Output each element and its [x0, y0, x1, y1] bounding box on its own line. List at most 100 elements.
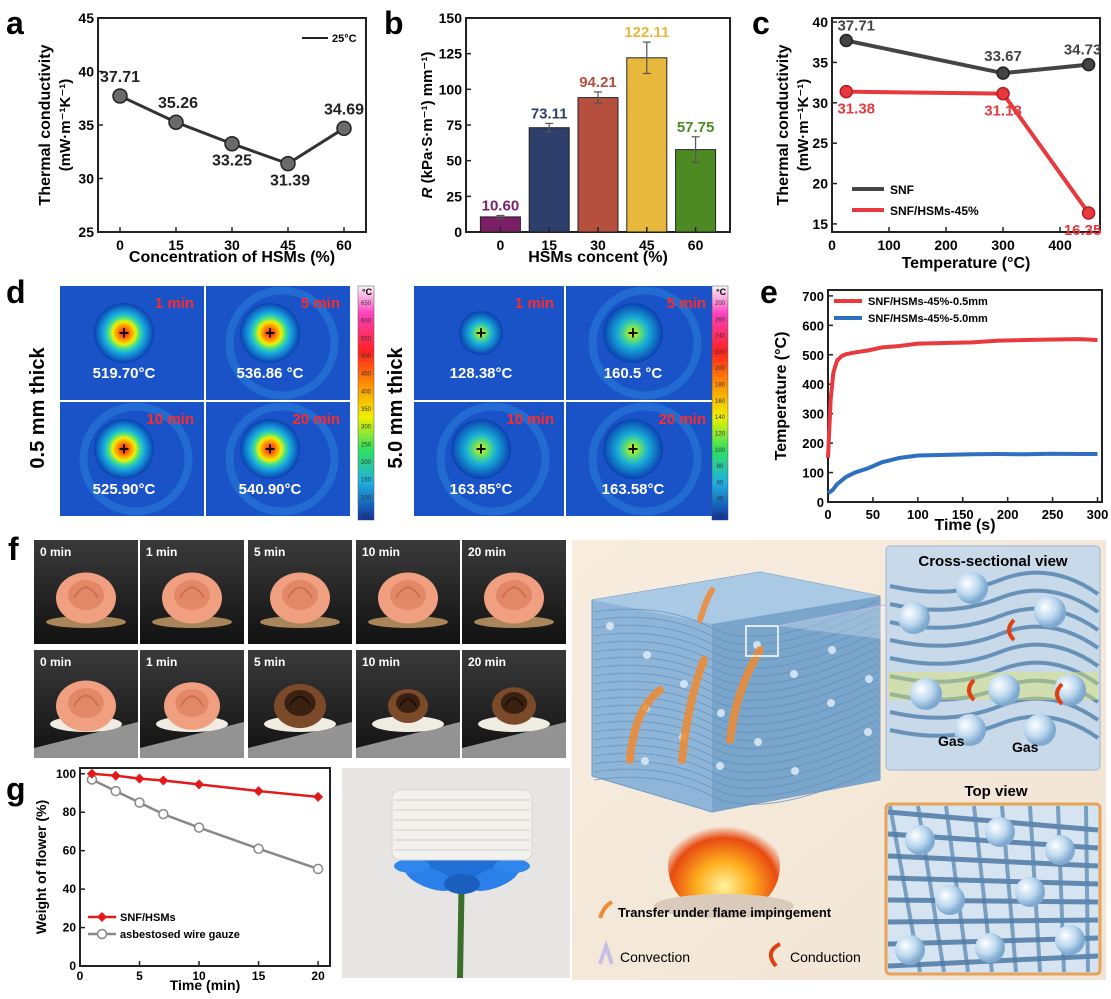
top-bubble — [905, 825, 935, 855]
top-fiber — [887, 875, 1099, 887]
rose-photo-time: 0 min — [40, 655, 71, 669]
chart-c-legend-hsm: SNF/HSMs-45% — [890, 204, 979, 218]
panel-i-fiber — [593, 679, 879, 717]
panel-d-left-unit: °C — [362, 287, 373, 297]
chart-b-value-label: 73.11 — [531, 105, 568, 122]
colorbar-left-label: 650 — [361, 301, 372, 307]
rose-photo-time: 0 min — [40, 545, 71, 559]
chart-c-ytick-label: 20 — [812, 176, 828, 192]
chart-c-point — [996, 66, 1010, 80]
panel-i-fiber — [593, 599, 879, 637]
rose-center — [500, 692, 528, 714]
chart-c: SNF SNF/HSMs-45% Temperature (°C) Therma… — [775, 14, 1101, 272]
thermal-hotspot — [94, 303, 154, 363]
chart-c-xtick-label: 200 — [934, 237, 958, 253]
thermal-time-label: 5 min — [301, 295, 340, 312]
chart-e-ytick-label: 0 — [817, 495, 824, 510]
chart-e-xlabel: Time (s) — [934, 517, 995, 534]
panel-i-legend-convection: Convection — [620, 949, 690, 965]
thermal-crosshair: + — [476, 439, 487, 459]
chart-a-ylabel-1: Thermal conductivity — [37, 44, 54, 205]
panel-i-flame — [668, 816, 780, 916]
chart-g-legend-red-marker — [97, 912, 107, 922]
chart-e-ytick-label: 300 — [802, 407, 824, 422]
chart-a-point — [168, 114, 184, 130]
rose-photo-bottom: 10 min — [356, 650, 460, 758]
cross-bubble — [988, 674, 1020, 706]
chart-b-value-label: 57.75 — [677, 119, 715, 136]
colorbar-right-label: 140 — [715, 415, 726, 421]
colorbar-left-label: 150 — [361, 478, 372, 484]
colorbar-left-label: 200 — [361, 460, 372, 466]
chart-c-point-label: 31.38 — [837, 101, 875, 118]
cross-conduction-arrow — [967, 678, 976, 702]
chart-g-point-grey — [253, 843, 264, 854]
thermal-tile: +1 min 519.70°C — [60, 286, 204, 400]
chart-b-value-label: 10.60 — [482, 197, 520, 214]
panel-i-fiber — [593, 615, 879, 653]
chart-c-series-line — [846, 89, 1091, 215]
chart-a-ytick-label: 40 — [78, 64, 94, 80]
panel-i-cross-title: Cross-sectional view — [918, 553, 1068, 570]
chart-e-legend-blue: SNF/HSMs-45%-5.0mm — [868, 313, 988, 325]
rose-center — [174, 580, 210, 610]
chart-g-ylabel: Weight of flower (%) — [33, 800, 49, 934]
panel-h-blue-petals — [394, 854, 530, 894]
panel-i-fiber — [593, 671, 879, 709]
chart-g-xtick-label: 0 — [77, 969, 84, 983]
chart-g-ytick-label: 0 — [69, 959, 76, 973]
colorbar-left-label: 100 — [361, 495, 372, 501]
thermal-hotspot — [603, 303, 663, 363]
chart-b-bar — [528, 127, 570, 233]
chart-a-xtick-label: 45 — [280, 237, 296, 253]
thermal-time-label: 1 min — [515, 295, 554, 312]
thermal-time-label: 5 min — [667, 295, 706, 312]
top-bubble — [975, 933, 1005, 963]
panel-i-fiber — [593, 663, 879, 701]
chart-a-ytick-label: 25 — [78, 224, 94, 240]
panel-i-legend-transfer-icon — [598, 900, 613, 919]
chart-g-ytick-label: 80 — [63, 805, 77, 819]
thermal-time-label: 10 min — [146, 411, 194, 428]
panel-i-gas-2: Gas — [1012, 739, 1039, 755]
thermal-hotspot — [240, 303, 300, 363]
chart-b-ytick-label: 125 — [439, 46, 463, 62]
panel-i-legend-convection-icon — [598, 939, 614, 965]
thermal-tile: +20 min 540.90°C — [206, 402, 350, 516]
chart-e-legend-red: SNF/HSMs-45%-0.5mm — [868, 296, 988, 308]
chart-e-series-line — [826, 451, 1098, 495]
thermal-temp-label: 519.70°C — [93, 365, 156, 382]
rose-photo-top: 5 min — [248, 540, 352, 644]
chart-g-point-red — [158, 775, 169, 786]
chart-b-bar — [675, 149, 717, 233]
cross-fiber — [889, 624, 1100, 650]
chart-b-ylabel-rest: (kPa·S·m⁻¹) mm⁻¹) — [419, 52, 436, 188]
thermal-temp-label: 540.90°C — [239, 481, 302, 498]
panel-h-flower-photo — [342, 768, 570, 979]
thermal-temp-label: 163.85°C — [450, 481, 513, 498]
chart-g-point-red — [313, 791, 324, 802]
thermal-ring — [225, 286, 339, 400]
chart-g-legend-grey-marker — [96, 928, 108, 940]
panel-i-fiber — [593, 743, 879, 781]
chart-b-ytick-label: 100 — [439, 81, 463, 97]
panel-i-top-title: Top view — [964, 783, 1027, 800]
panel-i-sphere — [716, 762, 724, 770]
chart-a-point-label: 37.71 — [100, 69, 140, 86]
cross-fiber — [889, 714, 1100, 740]
panel-i-sphere — [680, 680, 688, 688]
colorbar-right-label: 20 — [717, 513, 724, 519]
thermal-crosshair: + — [119, 439, 130, 459]
chart-g-ytick-label: 20 — [63, 921, 77, 935]
panel-i-sphere — [827, 699, 835, 707]
chart-a: 25°C Concentration of HSMs (%) Thermal c… — [37, 10, 367, 266]
cross-fiber — [889, 570, 1100, 596]
chart-g-point-red — [194, 779, 205, 790]
thermal-time-label: 20 min — [658, 411, 706, 428]
chart-c-xlabel: Temperature (°C) — [902, 255, 1031, 272]
rose-center — [175, 689, 209, 717]
chart-b-value-label: 94.21 — [579, 74, 617, 91]
chart-a-point-label: 33.25 — [212, 153, 252, 170]
panel-letter-f: f — [8, 531, 19, 567]
colorbar-left-label: 400 — [361, 389, 372, 395]
